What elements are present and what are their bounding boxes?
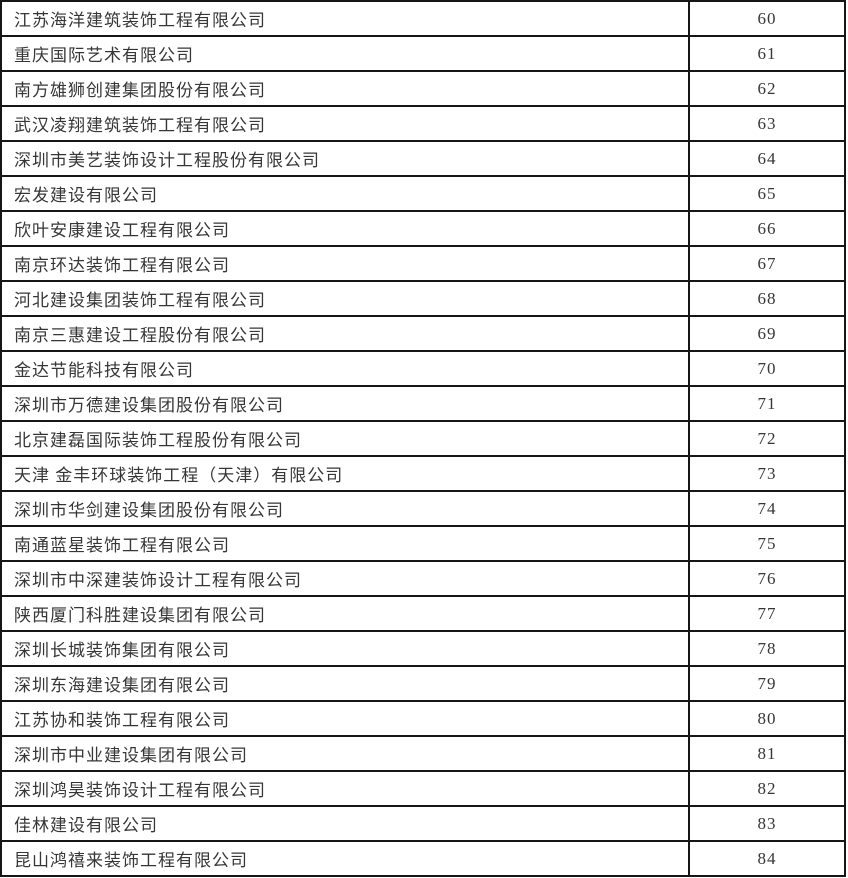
table-row: 南京三惠建设工程股份有限公司 69: [0, 315, 846, 352]
table-row: 武汉凌翔建筑装饰工程有限公司 63: [0, 105, 846, 142]
company-name-cell: 江苏协和装饰工程有限公司: [0, 700, 690, 737]
table-row: 欣叶安康建设工程有限公司 66: [0, 210, 846, 247]
company-name-cell: 南方雄狮创建集团股份有限公司: [0, 70, 690, 107]
rank-cell: 74: [688, 490, 846, 527]
company-name-cell: 南通蓝星装饰工程有限公司: [0, 525, 690, 562]
table-row: 深圳市万德建设集团股份有限公司 71: [0, 385, 846, 422]
table-row: 南通蓝星装饰工程有限公司 75: [0, 525, 846, 562]
table-row: 昆山鸿禧来装饰工程有限公司 84: [0, 840, 846, 877]
table-row: 金达节能科技有限公司 70: [0, 350, 846, 387]
company-name-cell: 深圳鸿昊装饰设计工程有限公司: [0, 770, 690, 807]
company-name-cell: 深圳长城装饰集团有限公司: [0, 630, 690, 667]
table-row: 陕西厦门科胜建设集团有限公司 77: [0, 595, 846, 632]
company-name-cell: 重庆国际艺术有限公司: [0, 35, 690, 72]
table-row: 深圳鸿昊装饰设计工程有限公司 82: [0, 770, 846, 807]
rank-cell: 63: [688, 105, 846, 142]
table-row: 佳林建设有限公司 83: [0, 805, 846, 842]
rank-cell: 82: [688, 770, 846, 807]
rank-cell: 72: [688, 420, 846, 457]
table-row: 深圳市美艺装饰设计工程股份有限公司 64: [0, 140, 846, 177]
company-name-cell: 南京三惠建设工程股份有限公司: [0, 315, 690, 352]
rank-cell: 71: [688, 385, 846, 422]
company-name-cell: 河北建设集团装饰工程有限公司: [0, 280, 690, 317]
rank-cell: 83: [688, 805, 846, 842]
rank-cell: 69: [688, 315, 846, 352]
company-name-cell: 深圳东海建设集团有限公司: [0, 665, 690, 702]
company-name-cell: 金达节能科技有限公司: [0, 350, 690, 387]
table-row: 江苏海洋建筑装饰工程有限公司 60: [0, 0, 846, 37]
table-row: 北京建磊国际装饰工程股份有限公司 72: [0, 420, 846, 457]
table-row: 重庆国际艺术有限公司 61: [0, 35, 846, 72]
rank-cell: 68: [688, 280, 846, 317]
rank-cell: 66: [688, 210, 846, 247]
company-name-cell: 武汉凌翔建筑装饰工程有限公司: [0, 105, 690, 142]
rank-cell: 84: [688, 840, 846, 877]
table-row: 南京环达装饰工程有限公司 67: [0, 245, 846, 282]
company-name-cell: 天津 金丰环球装饰工程（天津）有限公司: [0, 455, 690, 492]
company-name-cell: 江苏海洋建筑装饰工程有限公司: [0, 0, 690, 37]
company-name-cell: 深圳市美艺装饰设计工程股份有限公司: [0, 140, 690, 177]
rank-cell: 67: [688, 245, 846, 282]
table-row: 深圳市华剑建设集团股份有限公司 74: [0, 490, 846, 527]
rank-cell: 75: [688, 525, 846, 562]
rank-cell: 70: [688, 350, 846, 387]
rank-cell: 81: [688, 735, 846, 772]
table-row: 深圳东海建设集团有限公司 79: [0, 665, 846, 702]
table-row: 天津 金丰环球装饰工程（天津）有限公司 73: [0, 455, 846, 492]
table-row: 南方雄狮创建集团股份有限公司 62: [0, 70, 846, 107]
company-name-cell: 深圳市华剑建设集团股份有限公司: [0, 490, 690, 527]
table-row: 江苏协和装饰工程有限公司 80: [0, 700, 846, 737]
rank-cell: 62: [688, 70, 846, 107]
rank-cell: 73: [688, 455, 846, 492]
rank-cell: 76: [688, 560, 846, 597]
table-row: 深圳市中业建设集团有限公司 81: [0, 735, 846, 772]
company-name-cell: 欣叶安康建设工程有限公司: [0, 210, 690, 247]
company-name-cell: 北京建磊国际装饰工程股份有限公司: [0, 420, 690, 457]
rank-cell: 79: [688, 665, 846, 702]
rank-cell: 78: [688, 630, 846, 667]
table-row: 深圳市中深建装饰设计工程有限公司 76: [0, 560, 846, 597]
rank-cell: 77: [688, 595, 846, 632]
rank-cell: 61: [688, 35, 846, 72]
company-name-cell: 佳林建设有限公司: [0, 805, 690, 842]
table-row: 宏发建设有限公司 65: [0, 175, 846, 212]
rank-cell: 60: [688, 0, 846, 37]
company-name-cell: 深圳市万德建设集团股份有限公司: [0, 385, 690, 422]
table-row: 河北建设集团装饰工程有限公司 68: [0, 280, 846, 317]
company-name-cell: 宏发建设有限公司: [0, 175, 690, 212]
company-name-cell: 昆山鸿禧来装饰工程有限公司: [0, 840, 690, 877]
rank-cell: 65: [688, 175, 846, 212]
company-name-cell: 南京环达装饰工程有限公司: [0, 245, 690, 282]
company-name-cell: 深圳市中深建装饰设计工程有限公司: [0, 560, 690, 597]
rank-cell: 64: [688, 140, 846, 177]
company-name-cell: 深圳市中业建设集团有限公司: [0, 735, 690, 772]
rank-cell: 80: [688, 700, 846, 737]
company-name-cell: 陕西厦门科胜建设集团有限公司: [0, 595, 690, 632]
table-row: 深圳长城装饰集团有限公司 78: [0, 630, 846, 667]
